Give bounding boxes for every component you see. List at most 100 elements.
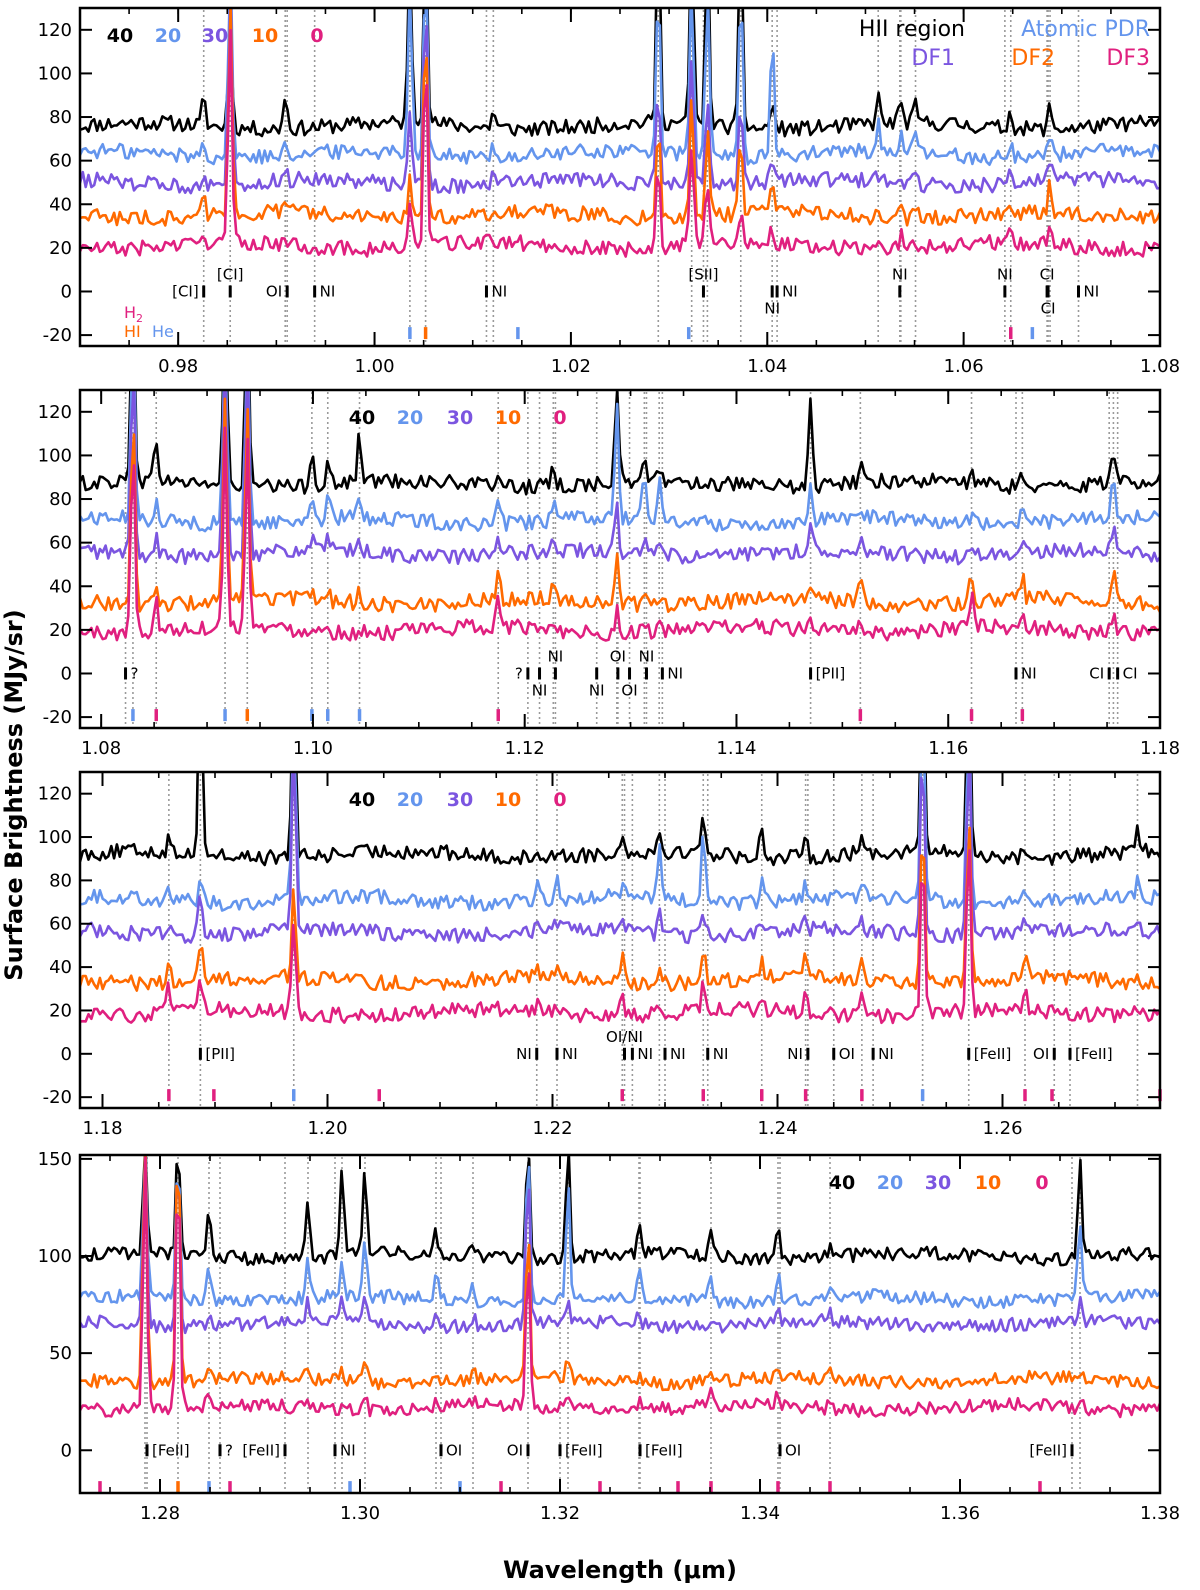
line-id-label: NI [764, 299, 780, 317]
y-tick-label: -20 [43, 707, 72, 728]
offset-label: 20 [397, 407, 423, 429]
x-tick-label: 1.36 [940, 1503, 980, 1524]
y-tick-label: 100 [38, 1246, 72, 1267]
offset-label: 10 [252, 25, 278, 47]
line-id-label: NI [878, 1045, 894, 1063]
offset-label: 30 [925, 1172, 951, 1194]
series-atomic-pdr-spectrum [80, 1155, 1160, 1310]
y-tick-label: 80 [49, 870, 72, 891]
y-tick-label: 100 [38, 827, 72, 848]
y-tick-label: 60 [49, 151, 72, 172]
line-id-label: ? [131, 664, 139, 682]
x-tick-label: 1.02 [551, 356, 591, 377]
x-tick-label: 1.18 [1140, 738, 1180, 759]
series-df3-spectrum [80, 426, 1160, 642]
line-id-label: CI [1123, 664, 1138, 682]
y-tick-label: 0 [61, 1044, 72, 1065]
y-tick-label: 120 [38, 20, 72, 41]
y-axis-label: Surface Brightness (MJy/sr) [0, 609, 28, 980]
line-id-label: [FeII] [1075, 1045, 1113, 1063]
x-tick-label: 1.24 [757, 1118, 797, 1139]
x-tick-label: 1.20 [307, 1118, 347, 1139]
plot-frame [78, 388, 1162, 730]
offset-label: 20 [397, 789, 423, 811]
line-id-label: ? [515, 664, 523, 682]
line-id-label: NI [1084, 282, 1100, 300]
series-df3-spectrum [80, 1156, 1160, 1419]
y-tick-label: 100 [38, 445, 72, 466]
line-id-label: [CI] [217, 265, 244, 283]
x-tick-label: 1.22 [532, 1118, 572, 1139]
line-id-label: NI [670, 1045, 686, 1063]
offset-label: 40 [829, 1172, 855, 1194]
series-df1-spectrum [80, 390, 1160, 566]
x-tick-label: 1.06 [944, 356, 984, 377]
line-id-label: OI [507, 1441, 523, 1459]
series-atomic-pdr-spectrum [80, 8, 1160, 166]
offset-label: 0 [553, 407, 566, 429]
offset-label: 40 [349, 407, 375, 429]
series-df2-spectrum [80, 8, 1160, 227]
line-id-label: NI [637, 1045, 653, 1063]
line-id-label: [FeII] [974, 1045, 1012, 1063]
y-tick-label: 0 [61, 281, 72, 302]
line-id-label: NI [787, 1045, 803, 1063]
series-df3-spectrum [80, 28, 1160, 258]
offset-label: 20 [155, 25, 181, 47]
line-id-label: NI [782, 282, 798, 300]
y-tick-label: 20 [49, 1000, 72, 1021]
x-tick-label: 1.32 [540, 1503, 580, 1524]
line-id-label: [FeII] [152, 1441, 190, 1459]
line-id-label: NI [667, 664, 683, 682]
line-id-label: [FeII] [1029, 1441, 1067, 1459]
y-tick-label: 80 [49, 107, 72, 128]
x-axis-label: Wavelength (μm) [503, 1556, 737, 1584]
line-id-label: ? [225, 1441, 233, 1459]
legend-df2: DF2 [1011, 46, 1055, 71]
series-df3-spectrum [80, 849, 1160, 1025]
y-tick-label: 80 [49, 489, 72, 510]
y-tick-label: 40 [49, 194, 72, 215]
legend-df3: DF3 [1106, 46, 1150, 71]
line-id-label: CI [1040, 265, 1055, 283]
offset-label: 10 [975, 1172, 1001, 1194]
line-id-label: OI [446, 1441, 462, 1459]
y-tick-label: 60 [49, 533, 72, 554]
line-id-label: NI [713, 1045, 729, 1063]
spectra [80, 390, 1160, 642]
series-df1-spectrum [80, 772, 1160, 945]
series-df1-spectrum [80, 8, 1160, 195]
line-id-label: [CI] [172, 282, 199, 300]
line-id-label: NI [548, 647, 564, 665]
plot-frame [78, 770, 1162, 1110]
x-tick-label: 1.34 [740, 1503, 780, 1524]
y-tick-label: 0 [61, 1440, 72, 1461]
x-tick-label: 0.98 [158, 356, 198, 377]
legend-hii-region: HII region [859, 17, 965, 42]
plot-frame [78, 1153, 1162, 1495]
line-id-label: OI [1033, 1045, 1049, 1063]
line-id-label: NI [516, 1045, 532, 1063]
marker-key-he: He [152, 322, 174, 341]
y-tick-label: 0 [61, 663, 72, 684]
x-tick-label: 1.04 [747, 356, 787, 377]
x-tick-label: 1.00 [355, 356, 395, 377]
line-id-label: OI [266, 282, 282, 300]
line-id-label: CI [1089, 664, 1104, 682]
line-id-label: OI/NI [606, 1028, 643, 1046]
line-id-label: CI [1041, 299, 1056, 317]
series-df2-spectrum [80, 826, 1160, 993]
x-tick-label: 1.18 [82, 1118, 122, 1139]
offset-label: 10 [495, 407, 521, 429]
line-id-label: NI [562, 1045, 578, 1063]
line-id-label: NI [589, 681, 605, 699]
offset-label: 20 [877, 1172, 903, 1194]
y-tick-label: 100 [38, 63, 72, 84]
x-tick-label: 1.12 [505, 738, 545, 759]
x-tick-label: 1.30 [340, 1503, 380, 1524]
